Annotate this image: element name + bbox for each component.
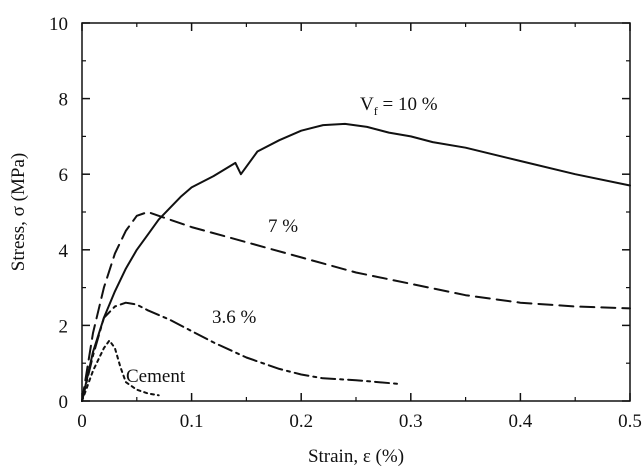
y-tick-label: 6 (59, 165, 69, 186)
series-line-dashed (81, 211, 631, 402)
x-tick-label: 0.4 (509, 411, 533, 432)
annotation-3-6-percent: 3.6 % (212, 307, 257, 328)
x-tick-label: 0.2 (289, 411, 313, 432)
tick-labels: 0 0.1 0.2 0.3 0.4 0.5 0 2 4 6 8 10 (49, 14, 642, 432)
series-lines (81, 122, 631, 402)
axis-ticks (81, 22, 631, 402)
series-line-dash-dot (81, 301, 401, 402)
x-axis-title: Strain, ε (%) (308, 446, 404, 467)
annotation-7-percent: 7 % (268, 216, 298, 237)
y-tick-label: 4 (59, 241, 69, 262)
series-line-solid (81, 122, 631, 402)
y-tick-label: 10 (49, 14, 68, 35)
y-tick-label: 8 (59, 90, 69, 111)
y-axis-title: Stress, σ (MPa) (8, 153, 29, 271)
series-line-dotted (81, 339, 160, 402)
x-tick-label: 0 (77, 411, 87, 432)
annotation-cement: Cement (126, 366, 186, 387)
x-tick-label: 0.1 (180, 411, 204, 432)
plot-frame (81, 22, 631, 402)
y-tick-label: 2 (59, 316, 69, 337)
annotation-vf-10: Vf = 10 % (360, 94, 438, 118)
x-tick-label: 0.3 (399, 411, 423, 432)
y-tick-label: 0 (59, 392, 69, 413)
x-tick-label: 0.5 (618, 411, 642, 432)
